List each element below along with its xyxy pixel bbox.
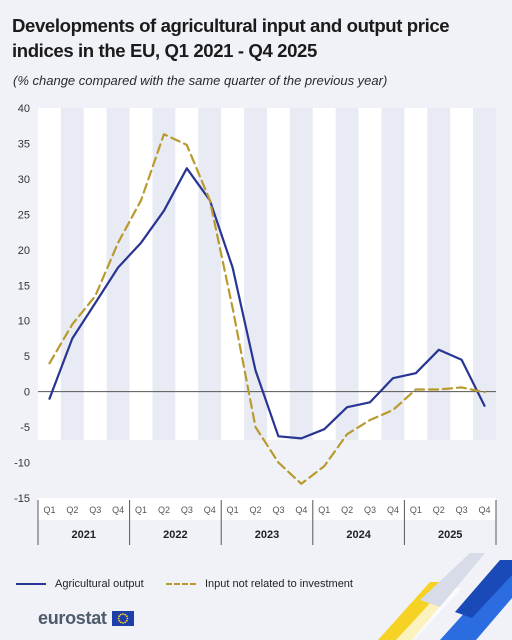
x-year-label: 2025 <box>438 529 462 541</box>
legend-item: Agricultural output <box>16 578 144 590</box>
quarter-band <box>38 108 61 440</box>
y-tick-label: 20 <box>18 245 30 257</box>
x-quarter-label: Q3 <box>89 505 101 515</box>
eu-flag-icon <box>111 611 134 626</box>
x-year-label: 2023 <box>255 529 279 541</box>
quarter-band <box>358 108 382 440</box>
quarter-band <box>60 108 84 440</box>
y-tick-label: -10 <box>14 458 30 470</box>
y-tick-label: -5 <box>20 422 30 434</box>
quarter-band <box>473 108 496 440</box>
quarter-band <box>381 108 405 440</box>
quarter-band <box>221 108 245 440</box>
x-quarter-label: Q2 <box>158 505 170 515</box>
y-tick-label: 5 <box>24 351 30 363</box>
x-quarter-label: Q1 <box>227 505 239 515</box>
quarter-band <box>335 108 359 440</box>
quarter-band <box>175 108 199 440</box>
x-quarter-label: Q2 <box>66 505 78 515</box>
x-quarter-label: Q3 <box>181 505 193 515</box>
quarter-band <box>244 108 267 440</box>
x-quarter-label: Q4 <box>204 505 216 515</box>
x-quarter-label: Q1 <box>43 505 55 515</box>
x-year-label: 2024 <box>346 529 371 541</box>
legend-item: Input not related to investment <box>166 578 353 590</box>
x-quarter-label: Q4 <box>479 505 491 515</box>
x-quarter-label: Q2 <box>250 505 262 515</box>
quarter-band <box>83 108 107 440</box>
y-tick-label: 0 <box>24 387 30 399</box>
series-line-input-not-related <box>48 133 486 485</box>
series-line-agricultural-output <box>48 167 486 440</box>
eurostat-logo-text: eurostat <box>38 608 107 628</box>
x-quarter-label: Q4 <box>387 505 399 515</box>
quarter-band <box>129 108 153 440</box>
x-quarter-label: Q3 <box>364 505 376 515</box>
y-tick-label: -15 <box>14 493 30 505</box>
x-year-label: 2022 <box>163 529 187 541</box>
x-quarter-label: Q2 <box>433 505 445 515</box>
x-quarter-label: Q1 <box>410 505 422 515</box>
eurostat-logo: eurostat <box>38 608 134 629</box>
x-quarter-label: Q2 <box>341 505 353 515</box>
y-tick-label: 40 <box>18 103 30 115</box>
legend-label: Agricultural output <box>55 578 144 590</box>
quarter-label-band <box>38 498 496 520</box>
y-tick-label: 25 <box>18 209 30 221</box>
legend-swatch <box>166 583 196 585</box>
legend-swatch <box>16 583 46 585</box>
chart-subtitle: (% change compared with the same quarter… <box>13 73 388 88</box>
x-quarter-label: Q3 <box>456 505 468 515</box>
x-quarter-label: Q4 <box>295 505 307 515</box>
y-tick-label: 30 <box>18 174 30 186</box>
x-quarter-label: Q3 <box>272 505 284 515</box>
quarter-band <box>106 108 130 440</box>
quarter-band <box>289 108 313 440</box>
x-quarter-label: Q1 <box>135 505 147 515</box>
x-year-label: 2021 <box>72 529 96 541</box>
x-quarter-label: Q1 <box>318 505 330 515</box>
chart-title: Developments of agricultural input and o… <box>12 15 450 61</box>
quarter-band <box>267 108 290 440</box>
y-tick-label: 15 <box>18 280 30 292</box>
y-tick-label: 35 <box>18 138 30 150</box>
quarter-band <box>404 108 428 440</box>
legend-label: Input not related to investment <box>205 578 353 590</box>
x-quarter-label: Q4 <box>112 505 124 515</box>
y-tick-label: 10 <box>18 316 30 328</box>
quarter-band <box>312 108 336 440</box>
quarter-band <box>152 108 176 440</box>
